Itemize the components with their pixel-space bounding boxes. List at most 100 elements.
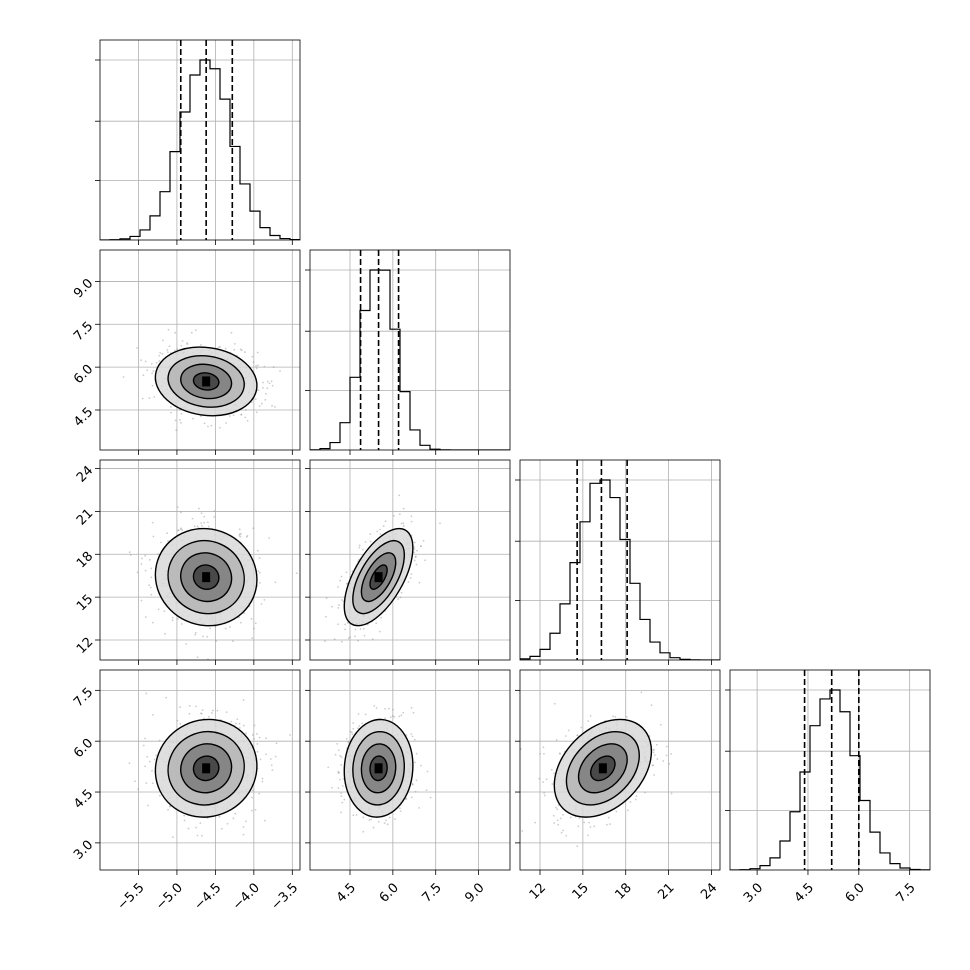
- x-tick-label-0-2: −4.5: [191, 880, 224, 913]
- scatter-point: [190, 331, 193, 334]
- scatter-point: [196, 656, 199, 659]
- scatter-point: [150, 567, 153, 570]
- scatter-point: [257, 570, 260, 572]
- scatter-point: [567, 729, 570, 732]
- scatter-point: [230, 331, 233, 334]
- scatter-point: [576, 845, 579, 848]
- scatter-point: [385, 819, 387, 822]
- scatter-point: [384, 520, 387, 523]
- scatter-point: [200, 343, 202, 346]
- scatter-point: [269, 758, 272, 760]
- scatter-point: [652, 764, 655, 767]
- scatter-point: [218, 815, 221, 818]
- scatter-point: [270, 380, 273, 383]
- x-tick-label-3-1: 4.5: [792, 880, 817, 905]
- density-group: [100, 281, 300, 432]
- scatter-point: [402, 711, 405, 714]
- scatter-point: [240, 413, 243, 416]
- scatter-point: [140, 359, 142, 362]
- scatter-point: [644, 791, 646, 794]
- scatter-point: [238, 722, 241, 725]
- scatter-point: [252, 361, 255, 363]
- scatter-point: [375, 622, 378, 625]
- scatter-point: [179, 706, 182, 709]
- scatter-point: [239, 621, 242, 624]
- scatter-point: [203, 422, 206, 425]
- scatter-point: [520, 748, 522, 750]
- scatter-point: [175, 429, 178, 432]
- scatter-point: [359, 628, 362, 630]
- scatter-point: [218, 345, 221, 348]
- scatter-point: [371, 638, 374, 641]
- scatter-point: [264, 819, 266, 822]
- scatter-point: [179, 722, 182, 725]
- scatter-point: [180, 623, 183, 625]
- panel-frame: [729, 669, 931, 871]
- scatter-point: [146, 369, 149, 371]
- scatter-point: [263, 365, 266, 368]
- scatter-point: [152, 621, 154, 624]
- scatter-point: [410, 796, 413, 799]
- scatter-point: [144, 569, 147, 572]
- x-tick-label-1-1: 6.0: [377, 880, 402, 905]
- panel-frame: [309, 459, 511, 661]
- scatter-point: [389, 716, 392, 719]
- scatter-point: [163, 610, 166, 613]
- scatter-point: [228, 415, 231, 417]
- scatter-point: [331, 786, 333, 789]
- scatter-point: [169, 805, 172, 808]
- contour-line: [154, 527, 258, 627]
- scatter-point: [346, 622, 349, 624]
- scatter-point: [258, 571, 261, 574]
- scatter-point: [150, 593, 153, 596]
- scatter-point: [271, 769, 274, 772]
- scatter-point: [358, 725, 361, 727]
- contour-line: [565, 730, 640, 806]
- scatter-point: [265, 753, 267, 756]
- scatter-point: [652, 751, 655, 754]
- scatter-point: [200, 522, 203, 524]
- density-group: [100, 689, 300, 844]
- scatter-point: [164, 632, 166, 635]
- scatter-point: [246, 419, 249, 422]
- scatter-point: [651, 764, 654, 767]
- scatter-point: [258, 792, 261, 795]
- scatter-point: [377, 820, 380, 823]
- scatter-point: [410, 573, 413, 576]
- scatter-point: [391, 714, 394, 717]
- scatter-point: [413, 551, 416, 554]
- scatter-point: [235, 722, 237, 725]
- scatter-point: [361, 722, 364, 725]
- scatter-point: [274, 405, 276, 408]
- scatter-point: [207, 525, 210, 528]
- scatter-point: [410, 706, 413, 709]
- scatter-point: [398, 494, 401, 497]
- scatter-point: [439, 522, 441, 525]
- panel-frame: [99, 39, 301, 241]
- scatter-point: [344, 628, 347, 631]
- scatter-point: [158, 354, 161, 357]
- contour-line: [369, 564, 388, 590]
- scatter-point: [393, 715, 396, 718]
- panel-1-0: 4.5 6.0 7.5 9.0: [71, 249, 301, 455]
- x-tick-label-0-0: −5.5: [115, 880, 148, 913]
- scatter-point: [543, 792, 546, 794]
- scatter-point: [234, 812, 237, 815]
- scatter-point: [167, 328, 170, 331]
- scatter-point: [551, 783, 554, 785]
- scatter-point: [569, 816, 572, 819]
- scatter-point: [242, 825, 245, 828]
- scatter-point: [340, 756, 343, 759]
- scatter-point: [558, 752, 561, 755]
- y-tick-label-3-1: 4.5: [71, 787, 96, 812]
- scatter-point: [553, 702, 556, 705]
- scatter-point: [415, 779, 418, 782]
- scatter-point: [414, 761, 416, 764]
- scatter-point: [662, 760, 665, 762]
- scatter-point: [375, 707, 378, 709]
- scatter-point: [148, 397, 151, 399]
- scatter-point: [653, 749, 655, 751]
- scatter-point: [151, 769, 153, 772]
- scatter-point: [337, 607, 340, 609]
- scatter-point: [405, 734, 408, 736]
